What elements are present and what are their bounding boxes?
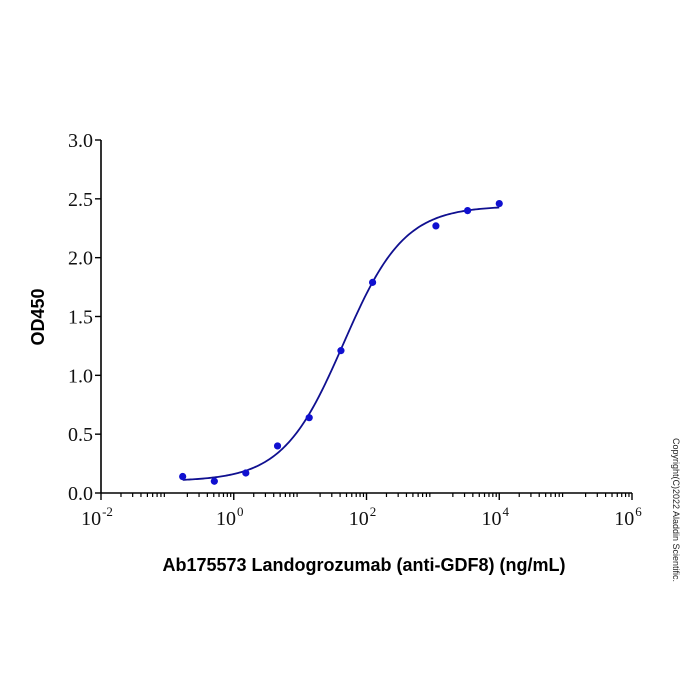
y-tick-label: 1.0 <box>68 365 93 387</box>
data-points <box>179 199 503 485</box>
y-tick-label: 0.0 <box>68 483 93 505</box>
y-tick-label: 2.0 <box>68 248 93 270</box>
data-point <box>432 222 440 230</box>
y-tick-label: 3.0 <box>68 130 93 152</box>
x-axis-ticks: 10-2 100 102 104 106 <box>81 493 642 530</box>
y-tick-label: 1.5 <box>68 307 93 329</box>
x-tick-label: 100 <box>216 504 244 530</box>
data-point <box>179 472 187 481</box>
data-point <box>305 414 313 422</box>
data-point <box>368 278 377 286</box>
x-tick-label: 102 <box>349 504 377 530</box>
data-point <box>210 477 218 485</box>
fit-curve <box>182 206 500 481</box>
y-axis-ticks: 0.0 0.5 1.0 1.5 2.0 2.5 3.0 <box>68 130 101 505</box>
copyright-notice: Copyright(C)2022 Aladdin Scientific. <box>671 438 681 582</box>
data-point <box>495 199 503 208</box>
data-point <box>463 207 472 215</box>
axes <box>100 140 632 494</box>
y-tick-label: 0.5 <box>68 424 93 446</box>
data-point <box>242 469 250 477</box>
x-tick-label: 10-2 <box>81 504 113 530</box>
x-tick-label: 106 <box>614 504 642 530</box>
y-axis-title: OD450 <box>28 288 48 345</box>
x-axis-title: Ab175573 Landogrozumab (anti-GDF8) (ng/m… <box>162 555 565 575</box>
y-tick-label: 2.5 <box>68 189 93 211</box>
x-tick-label: 104 <box>482 504 510 530</box>
data-point <box>337 347 345 355</box>
data-point <box>273 442 282 450</box>
